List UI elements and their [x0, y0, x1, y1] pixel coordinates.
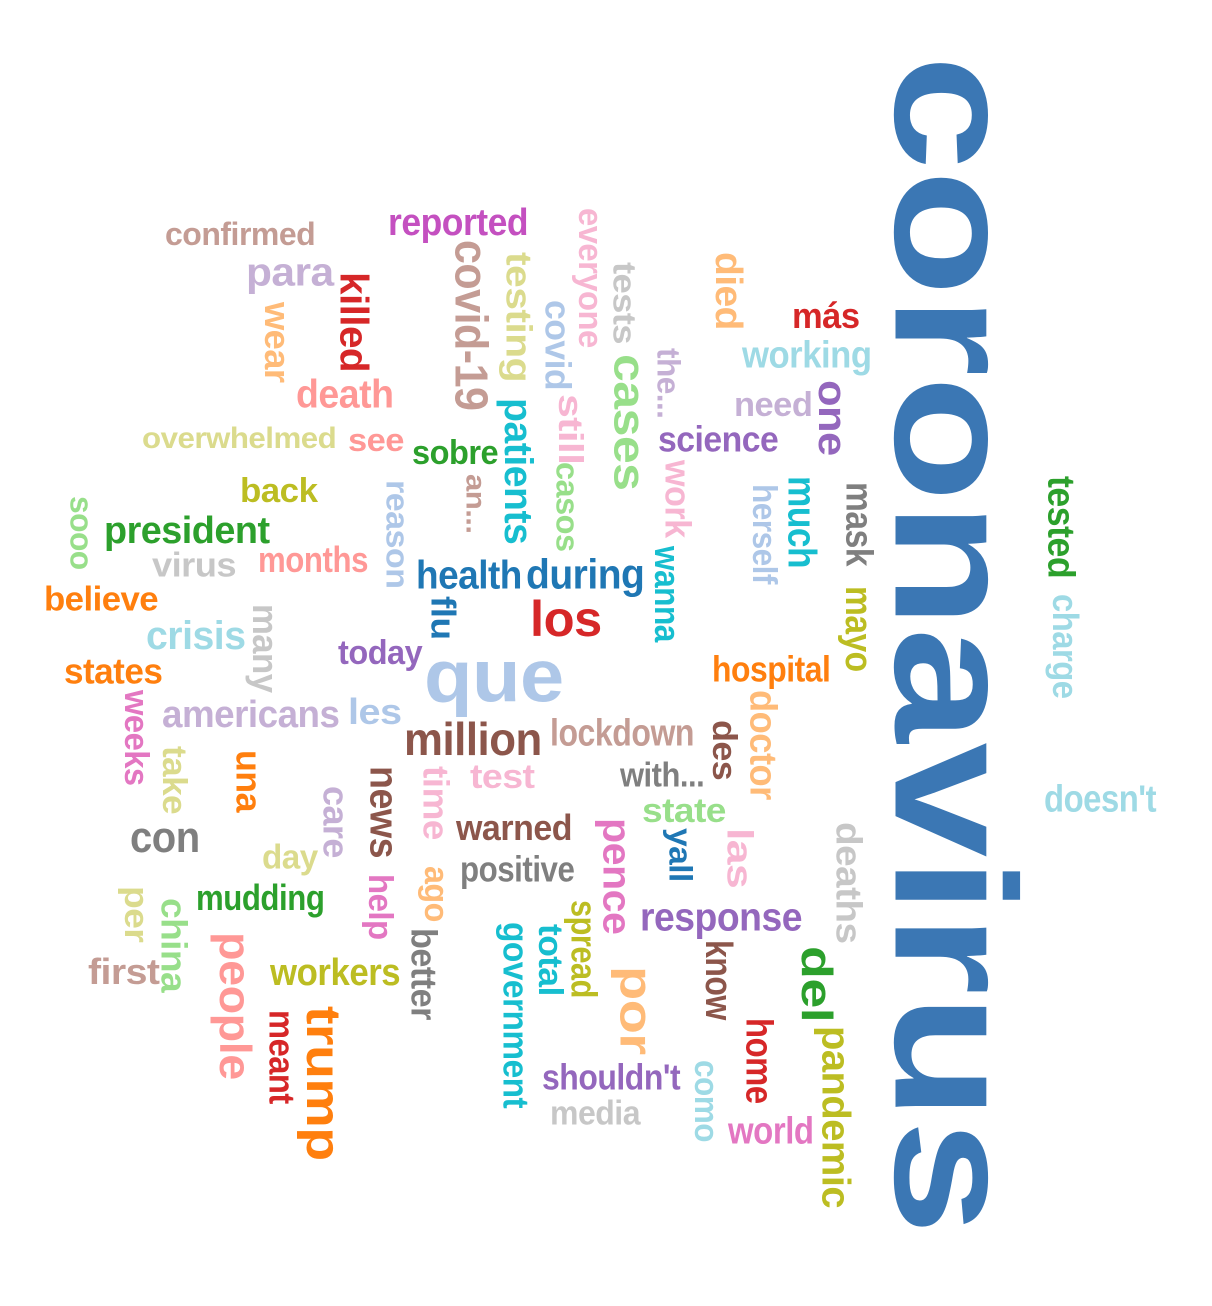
- word-news: news: [361, 766, 408, 859]
- word-people: people: [210, 932, 259, 1080]
- word-warned: warned: [456, 807, 573, 848]
- word-total: total: [530, 924, 569, 996]
- word-take: take: [154, 746, 193, 815]
- word-know: know: [697, 940, 741, 1020]
- word-death: death: [296, 371, 394, 416]
- word-government: government: [495, 922, 537, 1109]
- word-china: china: [153, 898, 195, 993]
- word-with: with...: [620, 755, 705, 795]
- word-workers: workers: [270, 952, 401, 994]
- word-flu: flu: [423, 596, 463, 640]
- word-first: first: [88, 951, 160, 992]
- word-sooo: sooo: [62, 496, 99, 570]
- word-mudding: mudding: [196, 877, 325, 918]
- word-states: states: [64, 651, 163, 693]
- word-see: see: [348, 422, 404, 458]
- word-para: para: [246, 249, 334, 294]
- word-los: los: [530, 591, 602, 647]
- word-meant: meant: [261, 1010, 303, 1104]
- word-pandemic: pandemic: [813, 1026, 860, 1209]
- word-por: por: [609, 966, 662, 1055]
- word-covid: covid: [537, 300, 579, 391]
- word-still: still: [550, 394, 589, 465]
- word-ago: ago: [416, 866, 455, 922]
- word-president: president: [104, 510, 270, 552]
- word-million: million: [404, 713, 542, 765]
- word-back: back: [240, 472, 318, 510]
- word-doesn-t: doesn't: [1044, 777, 1157, 821]
- word-les: les: [348, 691, 402, 732]
- word-trump: trump: [296, 1006, 349, 1161]
- word-que: que: [424, 635, 564, 718]
- word-reason: reason: [378, 480, 415, 589]
- word-time: time: [415, 766, 457, 840]
- word-care: care: [315, 786, 357, 858]
- word-patients: patients: [496, 398, 540, 545]
- word-world: world: [728, 1108, 814, 1153]
- word-lockdown: lockdown: [550, 710, 695, 755]
- word-coronavirus: coronavirus: [858, 55, 1051, 1235]
- word-covid-19: covid-19: [445, 240, 498, 411]
- word-confirmed: confirmed: [165, 216, 316, 252]
- word-positive: positive: [460, 849, 575, 891]
- word-an: an...: [459, 474, 493, 534]
- word-many: many: [244, 604, 285, 693]
- word-reported: reported: [388, 202, 529, 244]
- word-las: las: [719, 828, 761, 888]
- word-better: better: [403, 928, 445, 1020]
- word-media: media: [550, 1093, 640, 1133]
- word-una: una: [227, 750, 269, 812]
- word-response: response: [640, 895, 802, 941]
- word-believe: believe: [44, 579, 159, 619]
- word-wanna: wanna: [646, 546, 687, 642]
- word-much: much: [779, 476, 826, 569]
- word-science: science: [658, 419, 779, 461]
- word-como: como: [686, 1060, 725, 1142]
- word-state: state: [642, 792, 726, 830]
- word-deaths: deaths: [827, 822, 869, 944]
- word-testing: testing: [497, 252, 539, 382]
- word-day: day: [262, 837, 318, 877]
- word-yall: yall: [662, 828, 699, 882]
- word-working: working: [742, 332, 872, 377]
- word-virus: virus: [152, 545, 237, 585]
- word-doctor: doctor: [741, 690, 785, 800]
- word-charge: charge: [1044, 594, 1085, 699]
- word-wear: wear: [256, 302, 297, 383]
- word-need: need: [734, 386, 813, 424]
- word-weeks: weeks: [116, 690, 155, 786]
- word-sobre: sobre: [412, 434, 499, 472]
- word-the: the...: [650, 348, 687, 419]
- word-tested: tested: [1039, 476, 1083, 579]
- word-del: del: [792, 946, 841, 1023]
- word-months: months: [258, 539, 368, 580]
- word-m-s: más: [792, 295, 860, 336]
- word-americans: americans: [162, 694, 340, 736]
- word-hospital: hospital: [712, 649, 831, 691]
- word-per: per: [116, 886, 155, 943]
- word-con: con: [130, 813, 200, 862]
- word-test: test: [470, 758, 535, 796]
- word-crisis: crisis: [146, 614, 246, 658]
- word-killed: killed: [331, 272, 378, 373]
- word-died: died: [707, 252, 751, 330]
- word-home: home: [737, 1018, 781, 1104]
- word-overwhelmed: overwhelmed: [142, 422, 337, 455]
- word-tests: tests: [606, 262, 643, 344]
- word-mayo: mayo: [837, 586, 881, 672]
- word-mask: mask: [837, 482, 881, 566]
- word-today: today: [338, 634, 423, 672]
- word-casos: casos: [548, 462, 585, 552]
- word-shouldn-t: shouldn't: [542, 1057, 681, 1099]
- word-help: help: [360, 874, 399, 940]
- word-cases: cases: [605, 354, 655, 491]
- word-des: des: [704, 720, 743, 781]
- word-during: during: [526, 551, 645, 599]
- word-health: health: [416, 553, 522, 599]
- word-one: one: [810, 380, 854, 456]
- word-work: work: [657, 460, 699, 538]
- word-spread: spread: [563, 900, 605, 998]
- word-herself: herself: [744, 484, 783, 584]
